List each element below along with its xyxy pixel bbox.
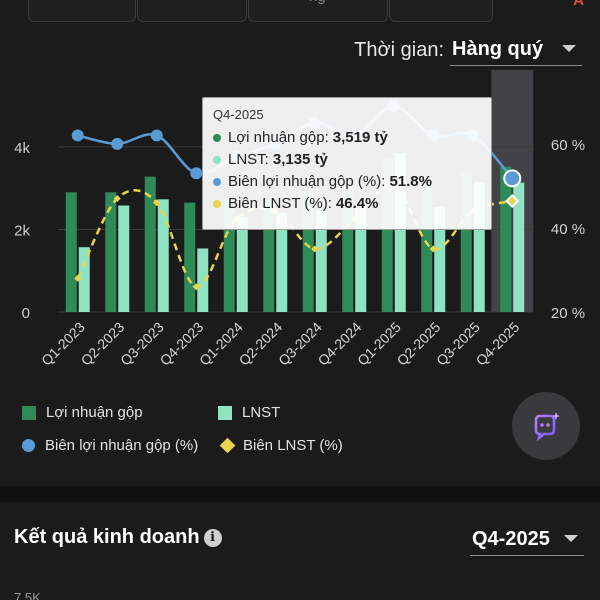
tooltip-dot-icon (213, 178, 221, 186)
bar-gross-profit (381, 159, 393, 312)
point-net-margin (429, 245, 437, 253)
top-tab-3[interactable]: ng (248, 0, 388, 22)
bottom-chart-axis-label: 7.5K (14, 590, 41, 600)
left-axis-tick-label: 4k (14, 140, 30, 157)
right-axis-tick-label: 60 % (551, 137, 585, 154)
left-axis-tick-label: 2k (14, 222, 30, 239)
legend-item-net-profit[interactable]: LNST (218, 404, 280, 421)
legend-item-gross-margin[interactable]: Biên lợi nhuận gộp (%) (22, 437, 198, 454)
business-results-header: Kết quả kinh doanh i (14, 526, 222, 549)
tooltip-label: LNST: (228, 151, 269, 168)
time-filter: Thời gian: Hàng quý (354, 34, 582, 66)
quarter-select-value: Q4-2025 (472, 528, 550, 550)
diamond-marker-icon (219, 437, 236, 454)
tooltip-dot-icon (213, 200, 221, 208)
bar-gross-profit (144, 176, 156, 312)
tooltip-label: Biên lợi nhuận gộp (%): (228, 173, 386, 190)
legend-item-net-margin[interactable]: Biên LNST (%) (219, 437, 343, 454)
point-gross-margin (150, 129, 163, 142)
legend-label: Biên lợi nhuận gộp (%) (45, 437, 199, 454)
right-axis-tick-label: 40 % (551, 221, 585, 238)
chart-tooltip: Q4-2025 Lợi nhuận gộp: 3,519 tỷ LNST: 3,… (202, 97, 492, 230)
point-gross-margin (503, 169, 522, 188)
left-axis-tick-label: 0 (22, 305, 30, 322)
time-period-value: Hàng quý (452, 38, 544, 60)
tooltip-label: Biên LNST (%): (228, 195, 332, 212)
point-net-margin (153, 199, 161, 207)
point-gross-margin (71, 129, 84, 142)
point-net-margin (113, 194, 121, 203)
tooltip-row-gross-profit: Lợi nhuận gộp: 3,519 tỷ (213, 127, 481, 149)
top-tab-1[interactable] (28, 0, 136, 22)
quarter-select[interactable]: Q4-2025 (470, 524, 584, 556)
bar-net-profit (513, 182, 525, 312)
ai-assistant-button[interactable] (512, 392, 580, 460)
top-right-label[interactable]: A (573, 0, 584, 9)
section-divider (0, 486, 600, 502)
chevron-down-icon (564, 535, 578, 542)
tooltip-row-gross-margin: Biên lợi nhuận gộp (%): 51.8% (213, 171, 481, 193)
legend-item-gross-profit[interactable]: Lợi nhuận gộp (22, 404, 143, 421)
bar-net-profit (355, 204, 367, 312)
bar-net-profit (197, 248, 209, 312)
tooltip-row-net-profit: LNST: 3,135 tỷ (213, 149, 481, 171)
bar-gross-profit (223, 198, 235, 312)
bar-net-profit (276, 212, 288, 312)
bar-gross-profit (302, 192, 314, 312)
chart-legend: Lợi nhuận gộp LNST Biên lợi nhuận gộp (%… (22, 404, 442, 464)
ai-assistant-icon (534, 412, 560, 442)
point-net-margin (311, 245, 319, 253)
tooltip-label: Lợi nhuận gộp: (228, 129, 329, 146)
legend-label: LNST (242, 404, 281, 421)
bar-net-profit (434, 206, 446, 312)
bar-gross-profit (184, 202, 196, 312)
tooltip-value: 3,135 tỷ (272, 151, 328, 168)
x-axis-tick-label: Q4-2025 (473, 319, 523, 369)
point-gross-margin (111, 137, 124, 150)
section-title: Kết quả kinh doanh (14, 526, 200, 548)
bar-gross-profit (105, 192, 117, 312)
tooltip-row-net-margin: Biên LNST (%): 46.4% (213, 193, 481, 215)
point-net-margin (192, 283, 200, 291)
tooltip-dot-icon (213, 134, 221, 142)
bar-gross-profit (421, 184, 433, 312)
square-swatch-icon (22, 405, 36, 420)
tooltip-title: Q4-2025 (213, 107, 264, 122)
hover-highlight-column (491, 70, 534, 312)
time-period-select[interactable]: Hàng quý (450, 34, 582, 66)
tooltip-value: 3,519 tỷ (332, 129, 388, 146)
point-gross-margin (190, 167, 203, 180)
point-net-margin (74, 274, 82, 282)
time-filter-label: Thời gian: (354, 38, 444, 61)
chevron-down-icon (562, 45, 576, 52)
bar-gross-profit (65, 192, 77, 312)
info-icon[interactable]: i (203, 528, 222, 547)
bar-net-profit (315, 210, 327, 312)
circle-marker-icon (22, 439, 35, 452)
right-axis-tick-label: 20 % (551, 305, 585, 322)
bar-net-profit (118, 205, 130, 312)
top-tab-4[interactable] (389, 0, 493, 22)
tooltip-value: 46.4% (335, 195, 379, 212)
bar-gross-profit (500, 166, 512, 312)
legend-label: Lợi nhuận gộp (46, 404, 143, 421)
bar-gross-profit (342, 188, 354, 312)
bar-gross-profit (460, 171, 472, 312)
tooltip-value: 51.8% (389, 173, 432, 190)
bar-gross-profit (263, 196, 275, 312)
bar-net-profit (394, 153, 406, 312)
top-tab-bar: ng A (0, 0, 600, 24)
point-net-margin (505, 193, 520, 209)
bar-net-profit (78, 247, 90, 312)
bar-net-profit (473, 181, 485, 312)
bar-net-profit (157, 199, 169, 312)
square-swatch-icon (218, 405, 232, 420)
top-tab-2[interactable] (137, 0, 247, 22)
bar-net-profit (236, 217, 248, 312)
tooltip-dot-icon (213, 156, 221, 164)
legend-label: Biên LNST (%) (243, 437, 343, 454)
